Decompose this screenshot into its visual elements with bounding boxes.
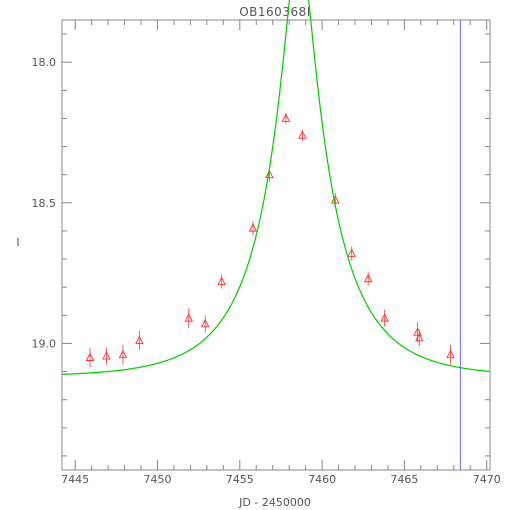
data-point	[281, 113, 291, 122]
x-tick-label: 7460	[308, 473, 336, 486]
data-point	[118, 349, 128, 359]
data-point	[217, 276, 226, 286]
data-point	[298, 130, 307, 139]
plot-frame	[61, 19, 491, 471]
data-point	[85, 352, 95, 361]
y-tick-label: 18.5	[32, 197, 57, 210]
x-tick-label: 7455	[226, 473, 254, 486]
x-tick-label: 7450	[143, 473, 171, 486]
x-axis-title: JD - 2450000	[238, 496, 311, 509]
x-tick-label: 7445	[61, 473, 89, 486]
data-point	[347, 248, 356, 257]
data-point	[200, 318, 210, 328]
y-tick-label: 18.0	[32, 56, 57, 69]
axes: 7445 7450 7455 7460 7465 7470 18.0 18.5 19.0	[32, 20, 501, 486]
data-point	[102, 351, 111, 360]
data-point	[363, 273, 373, 283]
data-point	[414, 332, 424, 342]
chart-title: OB160368I	[239, 5, 311, 19]
y-tick-label: 19.0	[32, 337, 57, 350]
y-axis-title: I	[16, 236, 19, 249]
data-point	[446, 349, 455, 359]
data-point	[248, 223, 258, 232]
data-point	[380, 313, 389, 322]
data-point	[135, 335, 144, 345]
data-point	[265, 169, 274, 179]
model-fit-curve	[61, 0, 491, 375]
x-tick-label: 7470	[473, 473, 501, 486]
plot-area	[61, 0, 491, 470]
data-point	[184, 313, 193, 322]
x-tick-label: 7465	[390, 473, 418, 486]
